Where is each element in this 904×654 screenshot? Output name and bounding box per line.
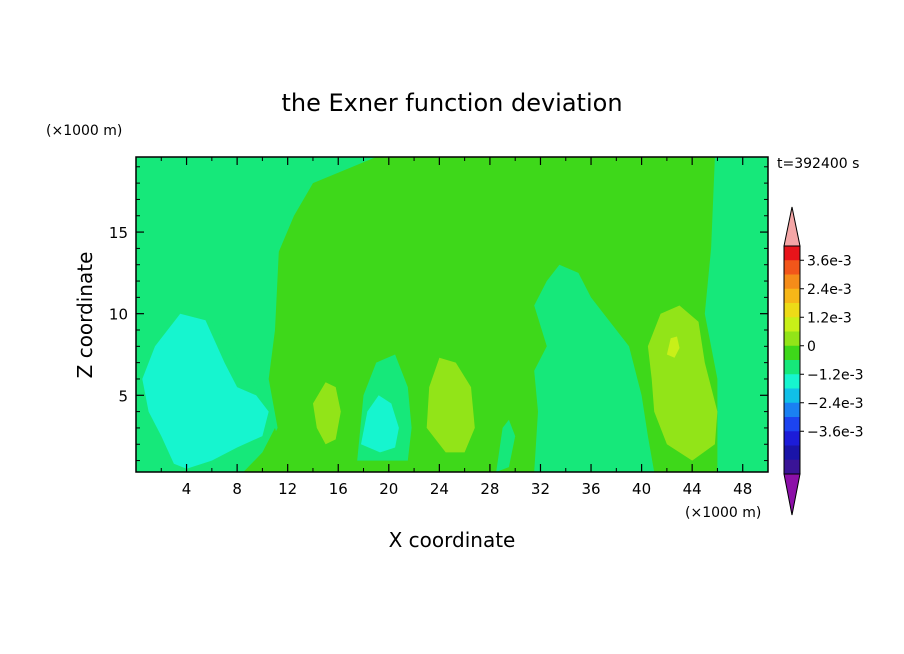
colorbar-swatch xyxy=(784,374,800,389)
colorbar-swatch xyxy=(784,274,800,290)
x-tick-label: 4 xyxy=(182,480,192,498)
y-unit-label: (×1000 m) xyxy=(46,123,122,139)
y-axis-ticks: 5 10 15 xyxy=(109,166,768,462)
time-label: t=392400 s xyxy=(777,156,859,172)
colorbar-label: 2.4e-3 xyxy=(807,282,852,298)
colorbar-swatch xyxy=(784,417,800,432)
x-tick-label: 32 xyxy=(531,480,550,498)
x-unit-label: (×1000 m) xyxy=(685,505,761,521)
contour-region-10 xyxy=(647,305,718,461)
contour-region-1 xyxy=(243,427,288,472)
contour-regions xyxy=(136,157,718,472)
colorbar-swatch xyxy=(784,345,800,361)
contour-region-8 xyxy=(313,382,341,445)
colorbar-frame xyxy=(783,245,801,475)
y-tick-label: 10 xyxy=(109,306,128,324)
y-tick-label: 15 xyxy=(109,224,128,242)
colorbar-top-arrow xyxy=(783,206,801,247)
colorbar-swatch xyxy=(784,317,800,332)
plot-frame xyxy=(135,156,769,473)
contour-region-3 xyxy=(142,313,269,469)
colorbar-bottom-arrow xyxy=(783,473,801,516)
y-tick-label: 5 xyxy=(118,387,128,405)
colorbar-label: −1.2e-3 xyxy=(807,367,864,383)
colorbar-swatch xyxy=(784,360,800,375)
x-tick-label: 44 xyxy=(683,480,702,498)
x-tick-label: 12 xyxy=(278,480,297,498)
x-tick-label: 20 xyxy=(379,480,398,498)
x-tick-label: 36 xyxy=(581,480,600,498)
contour-region-11 xyxy=(666,336,680,358)
contour-region-5 xyxy=(361,395,399,453)
colorbar-swatch xyxy=(784,303,800,318)
contour-region-7 xyxy=(534,264,655,472)
x-tick-label: 8 xyxy=(232,480,242,498)
colorbar: 3.6e-3 2.4e-3 1.2e-3 0 −1.2e-3 −2.4e-3 −3.6e-3 xyxy=(783,206,864,516)
colorbar-swatch xyxy=(784,246,800,261)
colorbar-label: −2.4e-3 xyxy=(807,396,864,412)
colorbar-label: 1.2e-3 xyxy=(807,310,852,326)
x-tick-label: 40 xyxy=(632,480,651,498)
colorbar-swatch xyxy=(784,431,800,446)
colorbar-swatch xyxy=(784,260,800,275)
chart-title: the Exner function deviation xyxy=(281,89,622,117)
x-tick-label: 48 xyxy=(733,480,752,498)
x-tick-label: 28 xyxy=(480,480,499,498)
x-tick-label: 16 xyxy=(329,480,348,498)
colorbar-swatch xyxy=(784,402,800,418)
colorbar-swatch xyxy=(784,459,800,475)
colorbar-swatch xyxy=(784,288,800,304)
contour-region-6 xyxy=(496,419,516,472)
colorbar-swatch xyxy=(784,388,800,404)
colorbar-label: 3.6e-3 xyxy=(807,253,852,269)
colorbar-swatch xyxy=(784,331,800,347)
colorbar-label: 0 xyxy=(807,339,816,355)
contour-region-9 xyxy=(426,357,475,453)
colorbar-label: −3.6e-3 xyxy=(807,424,864,440)
y-axis-label: Z coordinate xyxy=(73,252,97,379)
colorbar-swatch xyxy=(784,445,800,461)
x-axis-label: X coordinate xyxy=(389,528,516,552)
x-tick-label: 24 xyxy=(430,480,449,498)
x-axis-ticks: 4 8 12 16 20 24 28 32 36 40 44 48 xyxy=(160,157,752,498)
